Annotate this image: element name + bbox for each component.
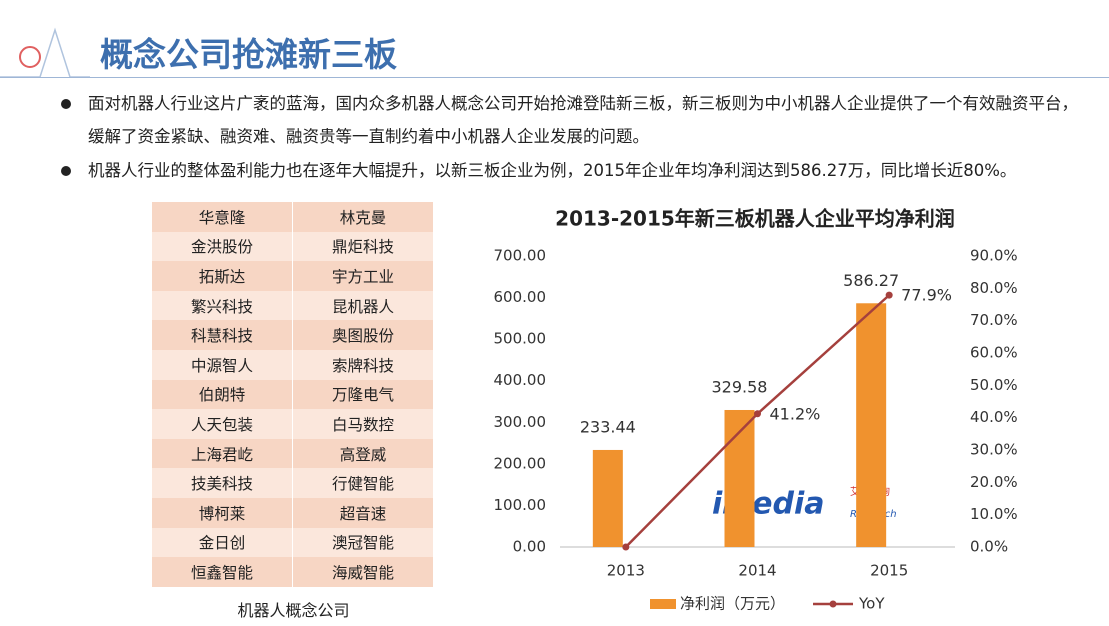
table-row: 华意隆 林克曼 <box>152 202 434 232</box>
line-point <box>885 291 893 299</box>
table-cell: 金日创 <box>152 527 293 558</box>
line-point <box>754 410 761 418</box>
table-cell: 中源智人 <box>152 349 293 380</box>
table-row: 博柯莱 超音速 <box>152 497 434 528</box>
table-cell: 白马数控 <box>292 409 434 439</box>
table-cell: 宇方工业 <box>292 261 434 291</box>
table-cell: 博柯莱 <box>152 497 293 528</box>
y-tick-label: 400.00 <box>494 371 547 389</box>
table-cell: 科慧科技 <box>152 320 293 350</box>
bullet-text: 面对机器人行业这片广袤的蓝海，国内众多机器人概念公司开始抢滩登陆新三板，新三板则… <box>61 87 1088 153</box>
y2-tick-label: 20.0% <box>970 473 1018 491</box>
page-title: 概念公司抢滩新三板 <box>100 35 397 74</box>
table-cell: 万隆电气 <box>292 379 434 410</box>
y-tick-label: 600.00 <box>494 288 547 306</box>
table-row: 金日创 澳冠智能 <box>152 527 434 558</box>
line-point <box>622 543 630 551</box>
y2-tick-label: 70.0% <box>970 311 1018 329</box>
y2-tick-label: 10.0% <box>970 505 1018 523</box>
table-row: 科慧科技 奥图股份 <box>152 320 434 350</box>
table-row: 繁兴科技 昆机器人 <box>152 290 434 321</box>
legend-swatch <box>650 599 676 609</box>
logo-mark <box>19 46 41 68</box>
y2-tick-label: 30.0% <box>970 441 1018 459</box>
table-cell: 行健智能 <box>292 468 434 498</box>
table-cell: 伯朗特 <box>152 379 293 410</box>
y2-tick-label: 60.0% <box>970 344 1018 362</box>
table-caption: 机器人概念公司 <box>237 601 350 620</box>
header-rule <box>0 77 1109 78</box>
table-cell: 索牌科技 <box>292 349 434 380</box>
table-cell: 恒鑫智能 <box>152 557 293 587</box>
chart-title: 2013-2015年新三板机器人企业平均净利润 <box>555 207 955 231</box>
table-row: 上海君屹 高登威 <box>152 438 434 469</box>
y2-tick-label: 90.0% <box>970 247 1018 265</box>
table-cell: 拓斯达 <box>152 261 293 291</box>
x-tick-label: 2013 <box>607 562 645 580</box>
bar <box>856 303 887 547</box>
table-cell: 繁兴科技 <box>152 290 293 321</box>
table-row: 拓斯达 宇方工业 <box>152 261 434 291</box>
y-tick-label: 700.00 <box>494 247 547 265</box>
y-tick-label: 300.00 <box>494 413 547 431</box>
table-cell: 技美科技 <box>152 468 293 498</box>
header-decoration <box>0 27 90 78</box>
table-row: 技美科技 行健智能 <box>152 468 434 498</box>
line-value-label: 77.9% <box>901 286 952 305</box>
table-cell: 人天包装 <box>152 409 293 439</box>
bar-value-label: 329.58 <box>712 377 768 396</box>
table-row: 人天包装 白马数控 <box>152 409 434 439</box>
table-cell: 海威智能 <box>292 557 434 587</box>
table-cell: 上海君屹 <box>152 438 293 469</box>
table-cell: 昆机器人 <box>292 290 434 321</box>
y2-tick-label: 40.0% <box>970 408 1018 426</box>
table-cell: 高登威 <box>292 438 434 469</box>
y-tick-label: 200.00 <box>494 454 547 472</box>
x-tick-label: 2014 <box>738 562 776 580</box>
legend-label: 净利润（万元） <box>680 595 785 613</box>
table-cell: 林克曼 <box>292 202 434 232</box>
table-row: 金洪股份 鼎炬科技 <box>152 231 434 262</box>
bullet-text: 机器人行业的整体盈利能力也在逐年大幅提升，以新三板企业为例，2015年企业年均净… <box>61 154 1088 187</box>
table-cell: 鼎炬科技 <box>292 231 434 262</box>
table-cell: 金洪股份 <box>152 231 293 262</box>
y-tick-label: 0.00 <box>513 538 546 556</box>
table-cell: 华意隆 <box>152 202 293 232</box>
x-tick-label: 2015 <box>870 562 908 580</box>
y-tick-label: 500.00 <box>494 330 547 348</box>
line-value-label: 41.2% <box>770 404 821 423</box>
bar-value-label: 233.44 <box>580 417 636 436</box>
y-tick-label: 100.00 <box>494 496 547 514</box>
bar <box>592 449 623 547</box>
y2-tick-label: 0.0% <box>970 538 1008 556</box>
y2-tick-label: 80.0% <box>970 279 1018 297</box>
legend-swatch-point <box>829 600 837 608</box>
legend-label: YoY <box>858 595 885 613</box>
table-row: 恒鑫智能 海威智能 <box>152 557 434 587</box>
y2-tick-label: 50.0% <box>970 376 1018 394</box>
table-cell: 超音速 <box>292 497 434 528</box>
bar-value-label: 586.27 <box>843 271 899 290</box>
table-row: 伯朗特 万隆电气 <box>152 379 434 410</box>
company-table: 华意隆 林克曼 金洪股份 鼎炬科技 拓斯达 宇方工业 繁兴科技 昆机器人 科慧科技 奥图股份 中源智… <box>152 202 434 587</box>
table-cell: 奥图股份 <box>292 320 434 350</box>
table-cell: 澳冠智能 <box>292 527 434 558</box>
table-row: 中源智人 索牌科技 <box>152 349 434 380</box>
